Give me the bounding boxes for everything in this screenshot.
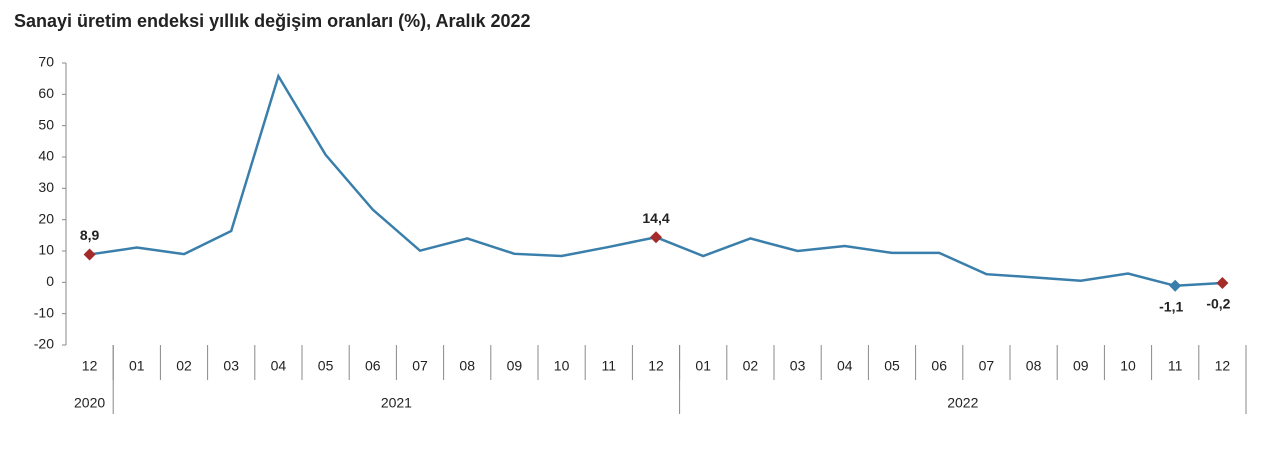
x-tick-label: 11	[1168, 358, 1183, 374]
y-tick-label: 30	[38, 179, 54, 195]
marker	[1169, 279, 1182, 292]
x-tick-label: 04	[837, 358, 853, 374]
x-group-label: 2021	[381, 395, 412, 411]
x-tick-label: 09	[507, 358, 523, 374]
data-line	[89, 73, 1223, 288]
y-tick-label: 50	[38, 116, 54, 132]
x-tick-label: 01	[695, 358, 711, 374]
x-tick-label: 02	[743, 358, 759, 374]
chart-title: Sanayi üretim endeksi yıllık değişim ora…	[14, 11, 531, 31]
y-tick-label: 0	[46, 273, 54, 289]
x-tick-label: 12	[648, 358, 664, 374]
y-tick-label: 60	[38, 85, 54, 101]
x-tick-label: 12	[82, 358, 98, 374]
x-tick-label: 09	[1073, 358, 1089, 374]
data-label: -1,1	[1159, 298, 1183, 314]
marker	[83, 248, 96, 261]
x-tick-label: 06	[365, 358, 381, 374]
x-tick-label: 08	[1026, 358, 1042, 374]
x-tick-label: 02	[176, 358, 192, 374]
x-tick-label: 06	[931, 358, 947, 374]
y-tick-label: 10	[38, 242, 54, 258]
x-group-label: 2022	[947, 395, 978, 411]
y-tick-label: -10	[34, 304, 54, 320]
marker	[1216, 276, 1229, 289]
x-tick-label: 12	[1215, 358, 1231, 374]
x-tick-label: 01	[129, 358, 145, 374]
x-tick-label: 10	[1120, 358, 1136, 374]
marker	[650, 231, 662, 244]
x-tick-label: 10	[554, 358, 570, 374]
x-tick-label: 07	[979, 358, 995, 374]
x-tick-label: 11	[602, 358, 617, 374]
data-label: 8,9	[80, 227, 100, 243]
data-label: -0,2	[1206, 296, 1230, 312]
y-tick-label: 40	[38, 148, 54, 164]
x-tick-label: 07	[412, 358, 428, 374]
x-tick-label: 03	[790, 358, 806, 374]
y-tick-label: -20	[34, 336, 54, 352]
data-label: 14,4	[642, 210, 669, 226]
x-group-label: 2020	[74, 395, 105, 411]
y-tick-label: 70	[38, 54, 54, 70]
y-tick-label: 20	[38, 210, 54, 226]
x-tick-label: 04	[271, 358, 287, 374]
x-tick-label: 05	[318, 358, 334, 374]
x-tick-label: 05	[884, 358, 900, 374]
x-tick-label: 03	[223, 358, 239, 374]
x-tick-label: 08	[459, 358, 475, 374]
